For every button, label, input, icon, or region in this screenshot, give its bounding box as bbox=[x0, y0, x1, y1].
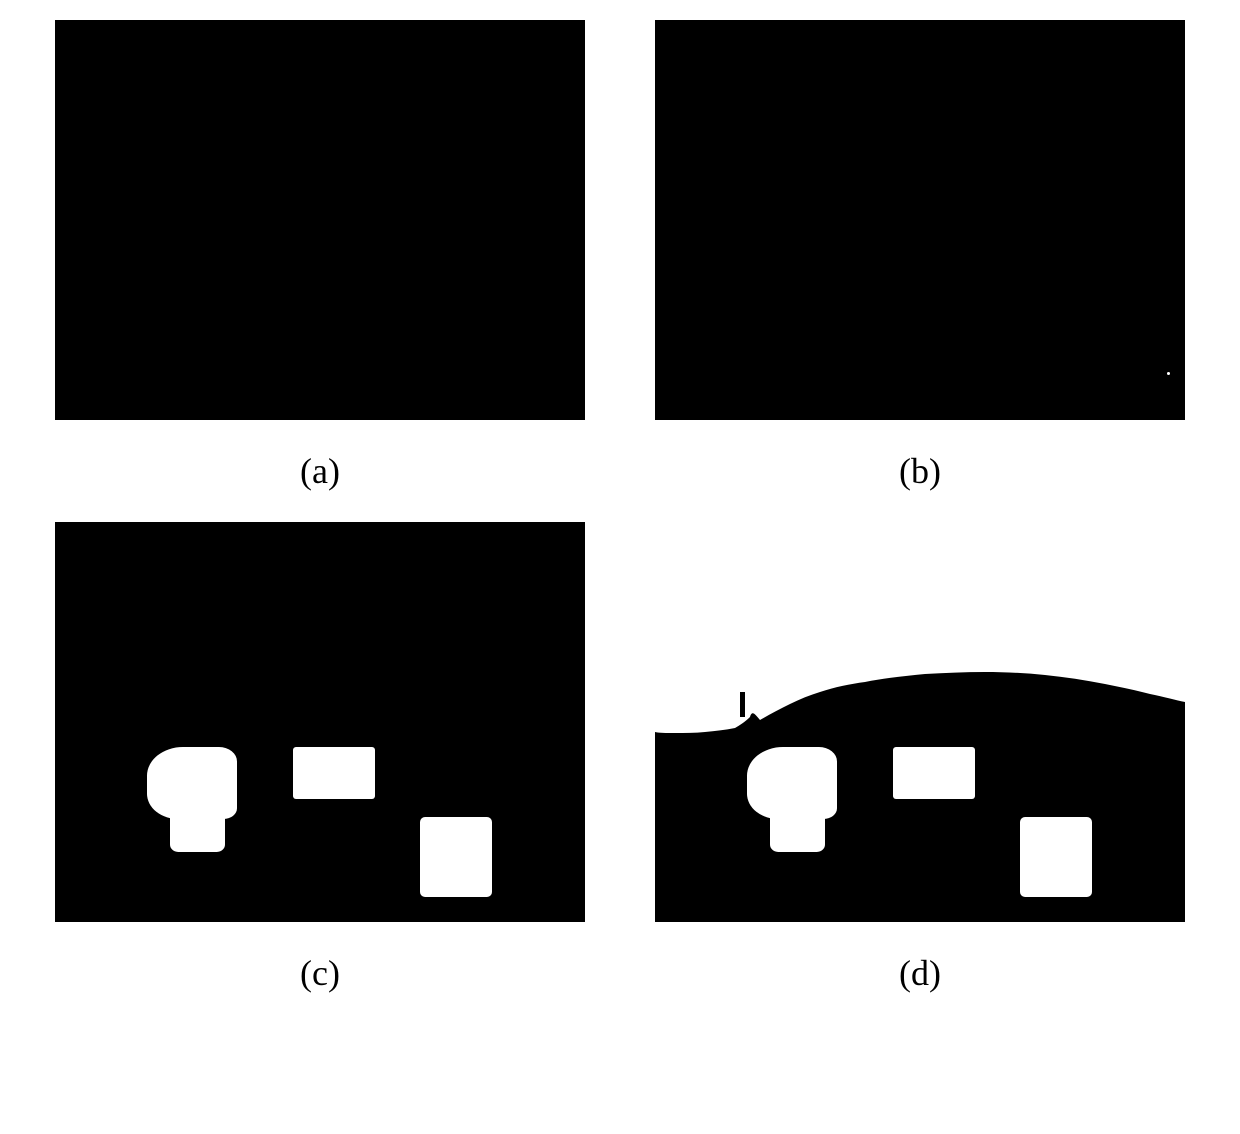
panel-container-a: (a) bbox=[20, 20, 620, 522]
rect-shape-middle-d bbox=[893, 747, 975, 799]
panel-container-c: (c) bbox=[20, 522, 620, 1024]
panel-container-b: (b) bbox=[620, 20, 1220, 522]
blob-shape-left-ext-d bbox=[770, 802, 825, 852]
caption-d: (d) bbox=[899, 952, 941, 994]
panel-a bbox=[55, 20, 585, 420]
terrain-svg bbox=[655, 522, 1185, 922]
caption-b: (b) bbox=[899, 450, 941, 492]
panel-container-d: (d) bbox=[620, 522, 1220, 1024]
panel-c bbox=[55, 522, 585, 922]
caption-c: (c) bbox=[300, 952, 340, 994]
rect-shape-middle bbox=[293, 747, 375, 799]
rect-shape-right-d bbox=[1020, 817, 1092, 897]
terrain-spike bbox=[740, 692, 745, 717]
blob-shape-left-ext bbox=[170, 802, 225, 852]
figure-grid: (a) (b) (c) (d) bbox=[20, 20, 1220, 1024]
caption-a: (a) bbox=[300, 450, 340, 492]
panel-d bbox=[655, 522, 1185, 922]
panel-b bbox=[655, 20, 1185, 420]
small-dot bbox=[1167, 372, 1170, 375]
rect-shape-right bbox=[420, 817, 492, 897]
